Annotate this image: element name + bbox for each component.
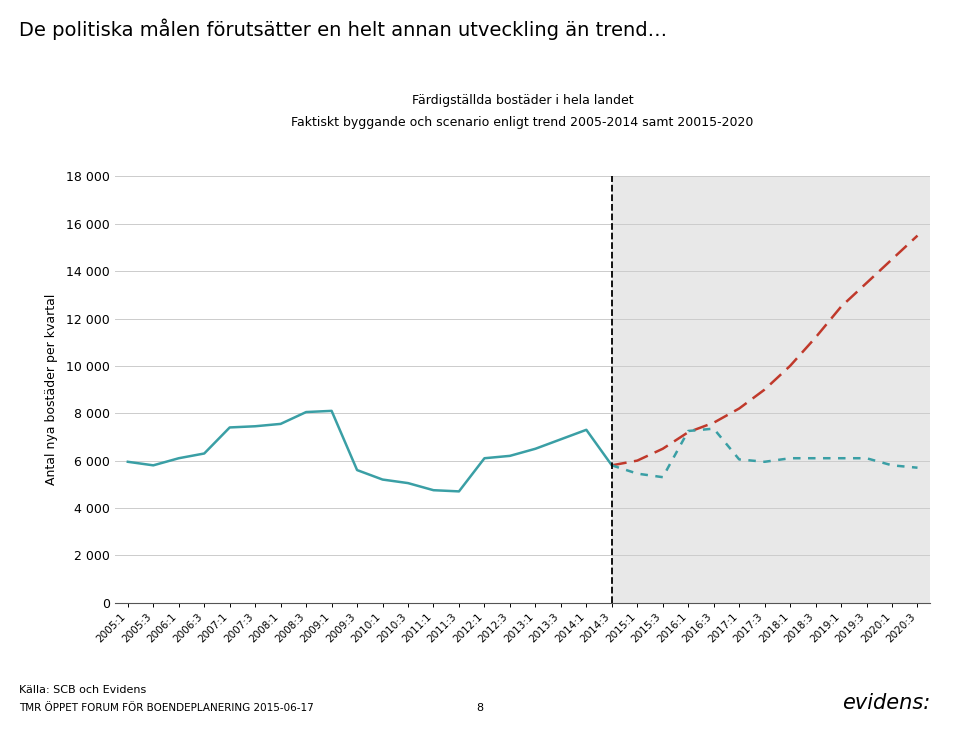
Text: 8: 8 (476, 703, 483, 713)
Text: De politiska målen förutsätter en helt annan utveckling än trend…: De politiska målen förutsätter en helt a… (19, 18, 667, 40)
Text: evidens:: evidens: (842, 693, 930, 713)
Y-axis label: Antal nya bostäder per kvartal: Antal nya bostäder per kvartal (45, 294, 58, 485)
Text: Källa: SCB och Evidens: Källa: SCB och Evidens (19, 684, 147, 695)
Text: Färdigställda bostäder i hela landet: Färdigställda bostäder i hela landet (411, 93, 634, 107)
Bar (612, 176, 930, 603)
Text: Faktiskt byggande och scenario enligt trend 2005-2014 samt 20015-2020: Faktiskt byggande och scenario enligt tr… (292, 115, 754, 129)
Text: TMR ÖPPET FORUM FÖR BOENDEPLANERING 2015-06-17: TMR ÖPPET FORUM FÖR BOENDEPLANERING 2015… (19, 703, 314, 713)
